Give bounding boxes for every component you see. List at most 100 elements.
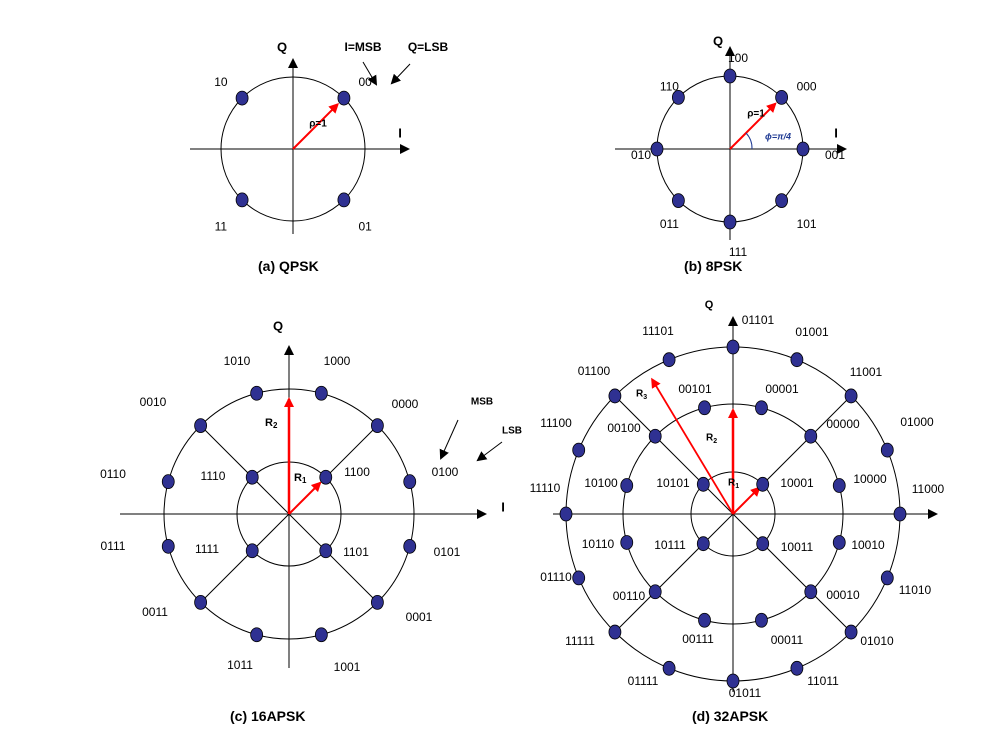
32apsk-label-00100: 00100 [607,421,641,435]
8psk-point-100 [723,68,737,84]
16apsk-point-1100 [319,469,333,485]
32apsk-r1-vector [732,486,761,515]
32apsk-point-10000 [832,478,846,493]
16apsk-label-1110: 1110 [201,469,226,483]
8psk-radius-vector [729,102,777,150]
16apsk-point-1101 [319,543,333,559]
qpsk-label-01: 01 [358,219,372,233]
16apsk-label-1111: 1111 [195,542,219,556]
16apsk-label-1010: 1010 [224,354,251,368]
8psk-point-011 [671,193,685,209]
32apsk-point-10011 [756,536,770,552]
16apsk-label-0011: 0011 [142,605,168,619]
16apsk-diagonal-135 [200,425,290,515]
32apsk-point-01111 [662,660,676,676]
16apsk-label-1101: 1101 [343,545,369,559]
16apsk-msb-pointer [439,419,459,460]
32apsk-label-00000: 00000 [826,417,860,431]
16apsk-diagonal-225 [200,513,290,603]
32apsk-label-11010: 11010 [899,583,932,597]
32apsk-label-00011: 00011 [771,633,804,647]
caption-qpsk: (a) QPSK [258,258,319,274]
16apsk-label-0110: 0110 [100,467,126,481]
8psk-point-111 [723,214,737,230]
qpsk-label-11: 11 [215,219,228,233]
32apsk-label-10000: 10000 [853,472,887,486]
16apsk-label-1001: 1001 [334,660,361,674]
16apsk-point-0001 [370,594,384,610]
32apsk-point-10111 [696,536,710,552]
8psk-point-001 [796,141,810,157]
16apsk-label-1000: 1000 [324,354,351,368]
32apsk-label-01101: 01101 [742,313,775,327]
32apsk-label-10010: 10010 [851,538,885,552]
16apsk-point-1001 [314,627,328,643]
16apsk-label-1011: 1011 [227,658,253,672]
32apsk-label-11111: 11111 [565,634,595,648]
32apsk-label-10001: 10001 [780,476,814,490]
16apsk-i-axis-label: I [501,499,505,514]
32apsk-point-00011 [755,612,768,628]
16apsk-point-1011 [250,627,264,643]
32apsk-point-00110 [648,584,662,600]
16apsk-point-0101 [403,538,417,554]
32apsk-label-01110: 01110 [540,570,572,584]
8psk-label-100: 100 [728,51,748,65]
32apsk-diagonal-135 [614,395,734,515]
lines-layer [120,46,938,692]
32apsk-r2-label: R2 [706,433,717,445]
32apsk-point-11111 [608,624,622,640]
8psk-label-001: 001 [825,148,845,162]
8psk-label-111: 111 [729,245,748,259]
32apsk-label-11011: 11011 [807,674,839,688]
8psk-label-010: 010 [631,148,651,162]
32apsk-label-00110: 00110 [613,589,646,603]
32apsk-diagonal-225 [614,513,734,633]
qpsk-rho-label: ρ=1 [309,119,327,130]
32apsk-point-10100 [620,478,634,493]
32apsk-point-01100 [608,388,622,404]
32apsk-point-10110 [620,535,634,550]
16apsk-point-0011 [194,594,208,610]
8psk-i-axis-label: I [834,125,838,140]
caption-8psk: (b) 8PSK [684,258,743,274]
32apsk-point-01101 [726,339,740,355]
qpsk-label-00: 00 [358,75,372,89]
32apsk-r3-vector [651,377,734,515]
32apsk-label-11100: 11100 [540,416,572,430]
8psk-phi-arc [745,132,753,150]
16apsk-diagonal-315 [288,513,378,603]
32apsk-point-11110 [559,506,573,522]
32apsk-label-11000: 11000 [912,482,945,496]
16apsk-r2-label: R2 [265,417,278,430]
32apsk-point-00101 [698,400,711,416]
qpsk-point-10 [235,90,249,106]
8psk-point-010 [650,141,664,157]
32apsk-label-11001: 11001 [850,365,883,379]
32apsk-point-10010 [832,535,846,550]
32apsk-label-01010: 01010 [860,634,894,648]
32apsk-point-11010 [880,570,894,586]
qpsk-msb-annotation: I=MSB [344,40,381,54]
32apsk-point-11011 [790,660,804,676]
32apsk-label-00010: 00010 [826,588,860,602]
32apsk-point-00100 [648,428,662,444]
32apsk-label-01001: 01001 [795,325,829,339]
8psk-label-101: 101 [797,217,817,231]
qpsk-lsb-pointer [390,63,411,85]
16apsk-point-1111 [245,543,259,559]
16apsk-msb-annotation: MSB [471,397,493,408]
32apsk-point-11101 [662,352,676,368]
16apsk-q-axis-label: Q [273,318,283,333]
32apsk-label-00001: 00001 [765,382,799,396]
16apsk-label-1100: 1100 [344,465,370,479]
16apsk-point-1000 [314,385,328,401]
8psk-point-101 [775,193,789,209]
32apsk-label-10111: 10111 [654,538,686,552]
32apsk-point-01010 [844,624,858,640]
32apsk-point-11100 [572,442,586,458]
qpsk-label-10: 10 [214,75,228,89]
32apsk-label-01011: 01011 [729,686,762,700]
